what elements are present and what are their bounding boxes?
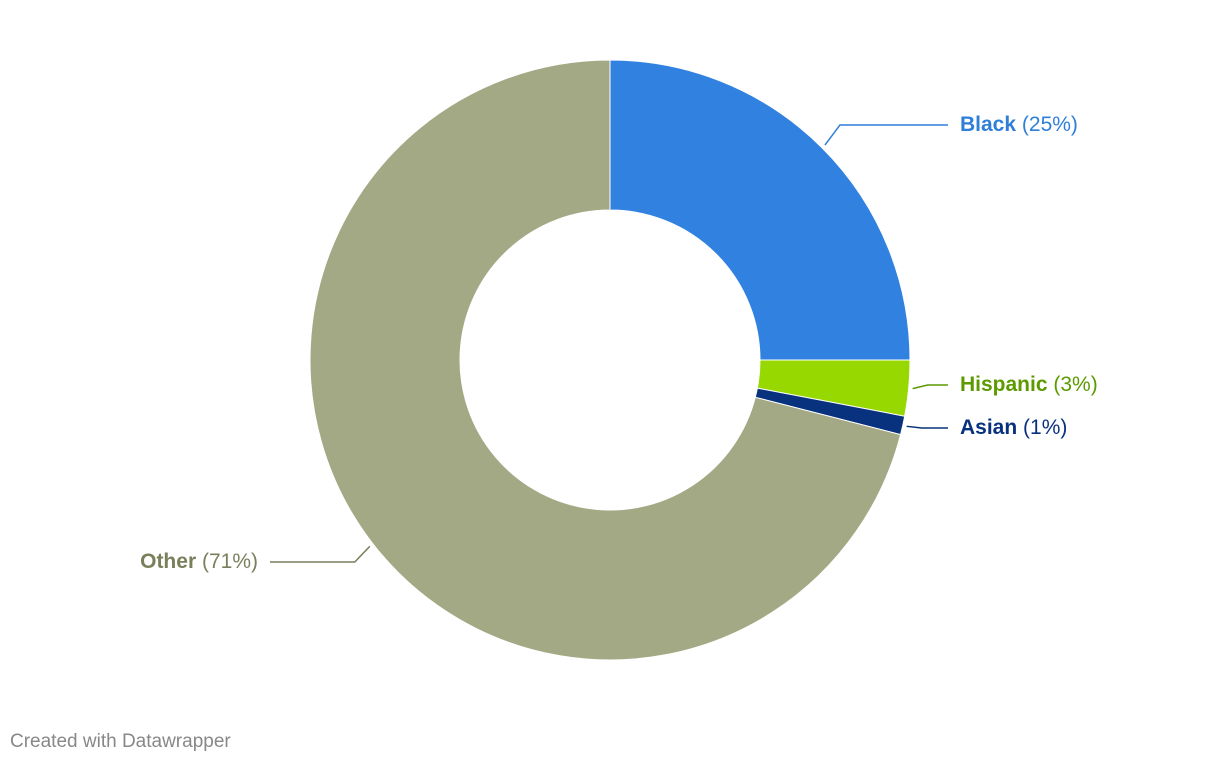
label-name: Other	[140, 550, 196, 573]
leader-line	[906, 425, 948, 429]
slice-label: Other (71%)	[140, 550, 258, 573]
label-value: (3%)	[1053, 373, 1097, 396]
label-name: Asian	[960, 416, 1017, 439]
credit: Created with Datawrapper	[10, 731, 231, 752]
label-value: (71%)	[202, 550, 258, 573]
slice	[309, 59, 902, 661]
slice-label: Hispanic (3%)	[960, 373, 1098, 396]
slice	[609, 59, 911, 361]
label-name: Hispanic	[960, 373, 1048, 396]
label-name: Black	[960, 113, 1016, 136]
leader-line	[912, 384, 948, 390]
label-value: (25%)	[1022, 113, 1078, 136]
slice-label: Black (25%)	[960, 113, 1078, 136]
slice-label: Asian (1%)	[960, 416, 1067, 439]
label-value: (1%)	[1023, 416, 1067, 439]
leader-line	[824, 124, 948, 146]
leader-line	[270, 545, 371, 563]
